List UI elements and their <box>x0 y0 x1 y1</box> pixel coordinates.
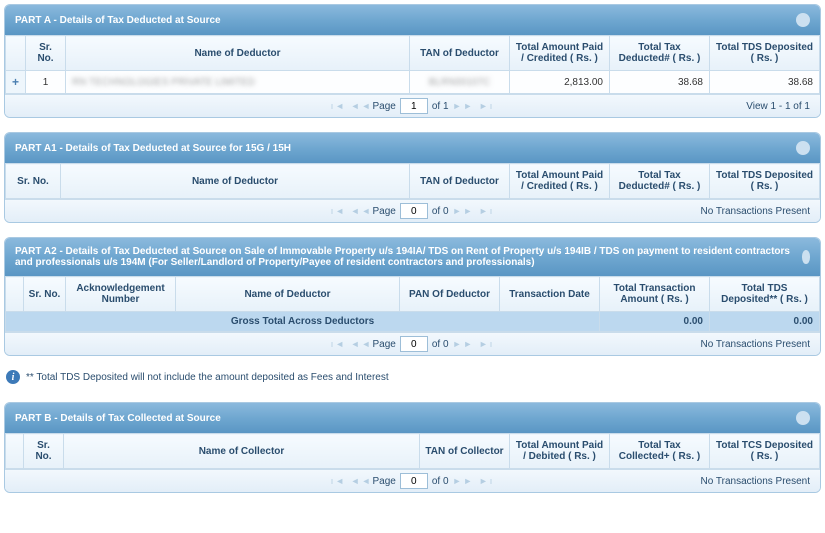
th-txn-amt: Total Transaction Amount ( Rs. ) <box>600 277 710 312</box>
th-srno: Sr. No. <box>24 277 66 312</box>
gross-total-row: Gross Total Across Deductors 0.00 0.00 <box>6 312 820 332</box>
cell-total-tax: 38.68 <box>610 71 710 94</box>
th-expand <box>6 277 24 312</box>
pager-page-label: Page <box>372 206 395 217</box>
part-a-pager: ı◄ ◄◄ Page of 1 ►► ►ı View 1 - 1 of 1 <box>5 94 820 117</box>
pager-page-label: Page <box>372 476 395 487</box>
cell-srno: 1 <box>26 71 66 94</box>
th-expand <box>6 36 26 71</box>
expand-icon[interactable]: + <box>6 71 26 94</box>
pager-first-icon[interactable]: ı◄ ◄◄ <box>331 101 373 111</box>
part-a1-header: PART A1 - Details of Tax Deducted at Sou… <box>5 133 820 163</box>
pager-last-icon[interactable]: ►► ►ı <box>453 339 495 349</box>
pager-of-label: of 1 <box>432 101 449 112</box>
part-a-title: PART A - Details of Tax Deducted at Sour… <box>15 15 221 26</box>
th-srno: Sr. No. <box>26 36 66 71</box>
th-tds-dep: Total TDS Deposited** ( Rs. ) <box>710 277 820 312</box>
th-total-tax: Total Tax Deducted# ( Rs. ) <box>610 36 710 71</box>
th-tan: TAN of Deductor <box>410 164 510 199</box>
th-total-paid: Total Amount Paid / Credited ( Rs. ) <box>510 164 610 199</box>
part-b-header: PART B - Details of Tax Collected at Sou… <box>5 403 820 433</box>
th-total-paid: Total Amount Paid / Credited ( Rs. ) <box>510 36 610 71</box>
th-total-tax: Total Tax Collected+ ( Rs. ) <box>610 434 710 469</box>
collapse-icon[interactable] <box>796 13 810 27</box>
pager-view-text: View 1 - 1 of 1 <box>746 101 810 112</box>
part-a1-title: PART A1 - Details of Tax Deducted at Sou… <box>15 143 291 154</box>
part-a2-panel: PART A2 - Details of Tax Deducted at Sou… <box>4 237 821 356</box>
pager-of-label: of 0 <box>432 476 449 487</box>
part-a1-panel: PART A1 - Details of Tax Deducted at Sou… <box>4 132 821 223</box>
part-a2-title: PART A2 - Details of Tax Deducted at Sou… <box>15 246 802 268</box>
th-tan: TAN of Deductor <box>410 36 510 71</box>
info-note: i ** Total TDS Deposited will not includ… <box>6 370 819 384</box>
info-note-text: ** Total TDS Deposited will not include … <box>26 372 389 383</box>
gross-tds-dep: 0.00 <box>710 312 820 332</box>
collapse-icon[interactable] <box>796 141 810 155</box>
pager-first-icon[interactable]: ı◄ ◄◄ <box>331 206 373 216</box>
part-b-pager: ı◄ ◄◄ Page of 0 ►► ►ı No Transactions Pr… <box>5 469 820 492</box>
part-a2-table: Sr. No. Acknowledgement Number Name of D… <box>5 276 820 332</box>
cell-total-paid: 2,813.00 <box>510 71 610 94</box>
pager-last-icon[interactable]: ►► ►ı <box>453 476 495 486</box>
table-row: + 1 RN TECHNOLOGIES PRIVATE LIMITED BLRN… <box>6 71 820 94</box>
th-expand <box>6 434 24 469</box>
cell-tan: BLRN00107C <box>410 71 510 94</box>
info-icon: i <box>6 370 20 384</box>
th-srno: Sr. No. <box>24 434 64 469</box>
pager-view-text: No Transactions Present <box>701 206 811 217</box>
gross-txn-amt: 0.00 <box>600 312 710 332</box>
part-a2-header: PART A2 - Details of Tax Deducted at Sou… <box>5 238 820 276</box>
th-ack: Acknowledgement Number <box>66 277 176 312</box>
pager-page-input[interactable] <box>400 336 428 352</box>
cell-name: RN TECHNOLOGIES PRIVATE LIMITED <box>66 71 410 94</box>
pager-page-label: Page <box>372 339 395 350</box>
th-total-tds: Total TDS Deposited ( Rs. ) <box>710 164 820 199</box>
part-b-panel: PART B - Details of Tax Collected at Sou… <box>4 402 821 493</box>
pager-last-icon[interactable]: ►► ►ı <box>453 206 495 216</box>
part-a2-pager: ı◄ ◄◄ Page of 0 ►► ►ı No Transactions Pr… <box>5 332 820 355</box>
part-a1-table: Sr. No. Name of Deductor TAN of Deductor… <box>5 163 820 199</box>
pager-first-icon[interactable]: ı◄ ◄◄ <box>331 339 373 349</box>
cell-total-tds: 38.68 <box>710 71 820 94</box>
th-tan: TAN of Collector <box>420 434 510 469</box>
part-a-panel: PART A - Details of Tax Deducted at Sour… <box>4 4 821 118</box>
th-total-tcs: Total TCS Deposited ( Rs. ) <box>710 434 820 469</box>
collapse-icon[interactable] <box>802 250 810 264</box>
th-srno: Sr. No. <box>6 164 61 199</box>
th-name: Name of Deductor <box>176 277 400 312</box>
pager-view-text: No Transactions Present <box>701 339 811 350</box>
pager-of-label: of 0 <box>432 206 449 217</box>
pager-first-icon[interactable]: ı◄ ◄◄ <box>331 476 373 486</box>
pager-page-input[interactable] <box>400 203 428 219</box>
th-name: Name of Deductor <box>66 36 410 71</box>
th-txn-date: Transaction Date <box>500 277 600 312</box>
th-total-paid: Total Amount Paid / Debited ( Rs. ) <box>510 434 610 469</box>
gross-label: Gross Total Across Deductors <box>6 312 600 332</box>
th-name: Name of Collector <box>64 434 420 469</box>
part-b-table: Sr. No. Name of Collector TAN of Collect… <box>5 433 820 469</box>
part-a-table: Sr. No. Name of Deductor TAN of Deductor… <box>5 35 820 94</box>
th-total-tds: Total TDS Deposited ( Rs. ) <box>710 36 820 71</box>
th-pan: PAN Of Deductor <box>400 277 500 312</box>
pager-of-label: of 0 <box>432 339 449 350</box>
part-a-header: PART A - Details of Tax Deducted at Sour… <box>5 5 820 35</box>
part-b-title: PART B - Details of Tax Collected at Sou… <box>15 413 221 424</box>
pager-page-input[interactable] <box>400 473 428 489</box>
pager-last-icon[interactable]: ►► ►ı <box>453 101 495 111</box>
pager-page-input[interactable] <box>400 98 428 114</box>
th-name: Name of Deductor <box>61 164 410 199</box>
th-total-tax: Total Tax Deducted# ( Rs. ) <box>610 164 710 199</box>
pager-view-text: No Transactions Present <box>701 476 811 487</box>
collapse-icon[interactable] <box>796 411 810 425</box>
pager-page-label: Page <box>372 101 395 112</box>
part-a1-pager: ı◄ ◄◄ Page of 0 ►► ►ı No Transactions Pr… <box>5 199 820 222</box>
